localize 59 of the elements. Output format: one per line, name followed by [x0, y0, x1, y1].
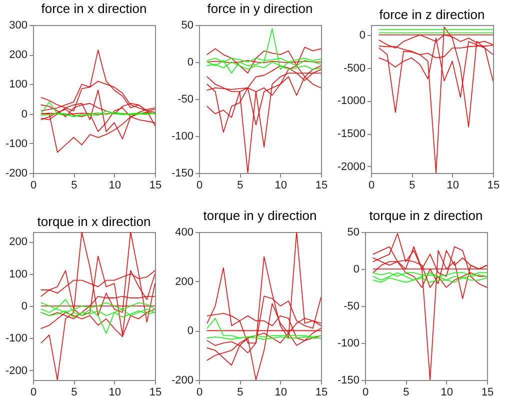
y-tick-label: 400 [175, 226, 194, 238]
y-tick-label: -100 [5, 138, 28, 150]
chart-title: force in z direction [379, 7, 485, 22]
x-tick-label: 5 [71, 180, 78, 192]
x-tick-label: 10 [440, 386, 453, 398]
y-tick-label: 0 [353, 264, 360, 276]
y-tick-label: -50 [178, 94, 194, 106]
x-tick-label: 5 [71, 386, 78, 398]
chart-title: torque in z direction [369, 208, 483, 223]
y-tick-label: 200 [175, 276, 194, 288]
y-tick-label: -100 [337, 338, 360, 350]
y-tick-label: 50 [347, 226, 360, 238]
x-tick-label: 0 [196, 180, 203, 192]
y-tick-label: 200 [9, 236, 28, 248]
x-tick-label: 0 [30, 180, 37, 192]
x-tick-label: 15 [487, 180, 500, 192]
chart-title: force in x direction [41, 1, 147, 16]
y-tick-label: 0 [187, 325, 194, 338]
x-tick-label: 10 [108, 386, 121, 398]
y-tick-label: 100 [9, 268, 28, 280]
y-tick-label: -2000 [337, 160, 366, 173]
y-tick-label: -100 [171, 130, 194, 142]
y-tick-label: 50 [181, 20, 194, 32]
y-tick-label: 0 [359, 29, 366, 42]
x-tick-label: 15 [315, 386, 328, 398]
y-tick-label: 0 [21, 108, 28, 120]
y-tick-label: -150 [337, 374, 360, 386]
y-tick-label: -1500 [337, 128, 366, 140]
x-tick-label: 10 [446, 180, 459, 192]
y-tick-label: 200 [9, 49, 28, 62]
x-tick-label: 5 [409, 180, 416, 192]
chart-title: force in y direction [207, 1, 313, 16]
y-tick-label: 0 [21, 300, 28, 312]
x-tick-label: 10 [274, 180, 287, 192]
y-tick-label: -150 [171, 168, 194, 180]
y-tick-label: 100 [9, 78, 28, 91]
y-tick-label: -200 [5, 364, 28, 377]
x-tick-label: 5 [237, 386, 244, 398]
y-tick-label: -1000 [337, 95, 366, 108]
chart-title: torque in x direction [37, 214, 151, 229]
x-tick-label: 10 [108, 180, 121, 192]
x-tick-label: 0 [196, 386, 203, 398]
y-tick-label: 300 [9, 20, 28, 32]
x-tick-label: 5 [237, 180, 244, 192]
x-tick-label: 0 [30, 386, 37, 398]
y-tick-label: -200 [171, 374, 194, 386]
y-tick-label: -500 [343, 62, 366, 74]
x-tick-label: 0 [368, 180, 375, 192]
x-tick-label: 15 [149, 180, 162, 192]
x-tick-label: 10 [274, 386, 287, 398]
x-tick-label: 5 [403, 386, 410, 398]
chart-title: torque in y direction [203, 208, 317, 223]
y-tick-label: -100 [5, 332, 28, 345]
x-tick-label: 15 [149, 386, 162, 398]
y-tick-label: -200 [5, 168, 28, 180]
y-tick-label: -50 [344, 300, 360, 312]
x-tick-label: 15 [481, 386, 494, 398]
y-tick-label: 0 [187, 56, 194, 68]
x-tick-label: 15 [315, 180, 328, 192]
